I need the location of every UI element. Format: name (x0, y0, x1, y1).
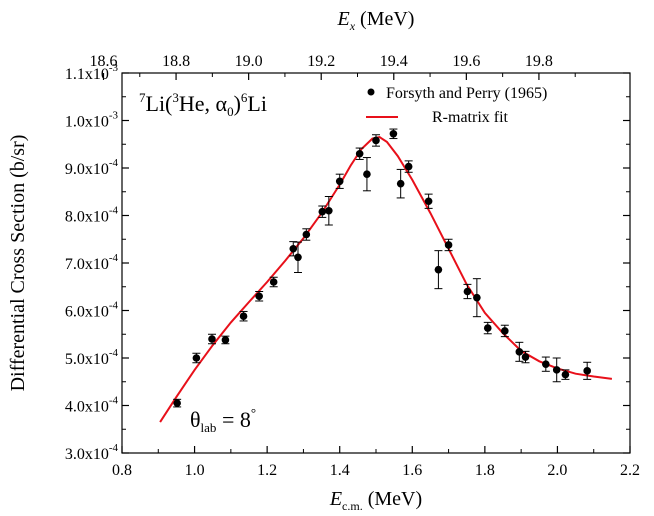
top-tick-label: 19.6 (452, 53, 480, 70)
top-tick-label: 18.8 (162, 53, 190, 70)
data-points (173, 128, 592, 408)
top-axis-title-unit: (MeV) (355, 8, 414, 30)
y-tick-label: 4.0x10-4 (65, 395, 119, 416)
data-point (515, 348, 524, 356)
legend: Forsyth and Perry (1965) R-matrix fit (366, 85, 547, 126)
reaction-label-h: Li (247, 91, 267, 116)
x-tick-label: 1.2 (257, 462, 277, 479)
r-matrix-fit-line (159, 136, 613, 423)
reaction-label-a: 7 (139, 90, 146, 105)
x-tick-label: 2.0 (547, 462, 567, 479)
data-point (192, 354, 201, 362)
reaction-label-g: 6 (241, 90, 248, 105)
data-point (363, 170, 371, 178)
angle-label: θlab = 8° (190, 405, 256, 435)
top-axis-ticks: 18.6 18.8 19.0 19.2 19.4 19.6 19.8 (89, 53, 576, 80)
data-point (396, 179, 405, 188)
data-point (173, 399, 181, 407)
x-axis-title: Ec.m. (MeV) (329, 488, 422, 513)
data-point (239, 312, 248, 321)
y-tick-label: 8.0x10-4 (65, 205, 119, 226)
data-point (501, 327, 509, 335)
top-tick-label: 19.8 (525, 53, 553, 70)
y-tick-label: 1.0x10-3 (65, 110, 119, 131)
data-point (325, 206, 333, 215)
y-tick-label: 1.1x10-3 (65, 62, 119, 83)
data-point (583, 367, 591, 375)
top-axis-title: Ex (MeV) (337, 8, 415, 33)
x-axis-title-sub: c.m. (342, 499, 363, 513)
data-point (355, 149, 364, 158)
angle-label-c: = 8 (216, 407, 250, 432)
data-point (404, 162, 413, 171)
data-point (463, 287, 472, 296)
data-point (434, 265, 443, 274)
data-point (302, 230, 311, 239)
x-axis-ticks: 0.8 1.0 1.2 1.4 1.6 1.8 2.0 2.2 (112, 446, 640, 479)
y-tick-label: 7.0x10-4 (65, 252, 119, 273)
data-point (444, 241, 453, 249)
data-point (255, 292, 263, 301)
reaction-label: 7Li(3He, α0)6Li (139, 90, 267, 119)
y-tick-label: 9.0x10-4 (65, 157, 119, 178)
data-point (561, 370, 570, 379)
top-axis-title-sub: x (349, 19, 356, 33)
top-tick-label: 19.0 (235, 53, 263, 70)
data-point (542, 360, 550, 368)
reaction-label-f: ) (234, 91, 241, 116)
x-tick-label: 1.8 (475, 462, 495, 479)
data-point (372, 136, 380, 145)
reaction-label-d: He, α (179, 91, 228, 116)
top-tick-label: 19.4 (380, 53, 408, 70)
legend-fit-label: R-matrix fit (432, 109, 509, 126)
reaction-label-e: 0 (227, 104, 234, 119)
data-point (294, 253, 302, 262)
y-axis-ticks: 3.0x10-4 4.0x10-4 5.0x10-4 6.0x10-4 7.0x10-4… (65, 62, 630, 463)
data-point (521, 353, 530, 361)
data-point (335, 177, 344, 186)
reaction-label-b: Li( (146, 91, 173, 116)
data-point (269, 278, 278, 286)
top-tick-label: 19.2 (307, 53, 335, 70)
top-tick-label: 18.6 (89, 53, 117, 70)
y-tick-label: 5.0x10-4 (65, 347, 119, 368)
data-point (289, 244, 298, 253)
top-axis-title-main: E (337, 8, 350, 30)
data-point (424, 197, 433, 206)
data-point (552, 366, 561, 374)
y-axis-title: Differential Cross Section (b/sr) (7, 135, 29, 392)
angle-label-b: lab (201, 420, 217, 435)
x-tick-label: 2.2 (620, 462, 640, 479)
reaction-label-c: 3 (172, 90, 179, 105)
data-point (483, 324, 492, 332)
y-tick-label: 6.0x10-4 (65, 300, 119, 321)
x-tick-label: 1.6 (402, 462, 422, 479)
legend-data-marker (367, 88, 375, 96)
x-tick-label: 1.4 (330, 462, 350, 479)
x-tick-label: 1.0 (185, 462, 205, 479)
y-tick-label: 3.0x10-4 (65, 442, 119, 463)
x-axis-title-main: E (329, 488, 342, 510)
angle-label-d: ° (251, 405, 256, 420)
data-point (389, 130, 398, 138)
data-point (208, 335, 216, 343)
angle-label-a: θ (190, 407, 201, 432)
data-point (318, 207, 327, 216)
data-point (473, 293, 481, 302)
plot-frame (121, 72, 631, 454)
legend-data-label: Forsyth and Perry (1965) (386, 85, 547, 102)
x-tick-label: 0.8 (112, 462, 132, 479)
x-axis-title-unit: (MeV) (363, 488, 422, 510)
data-point (221, 336, 230, 344)
